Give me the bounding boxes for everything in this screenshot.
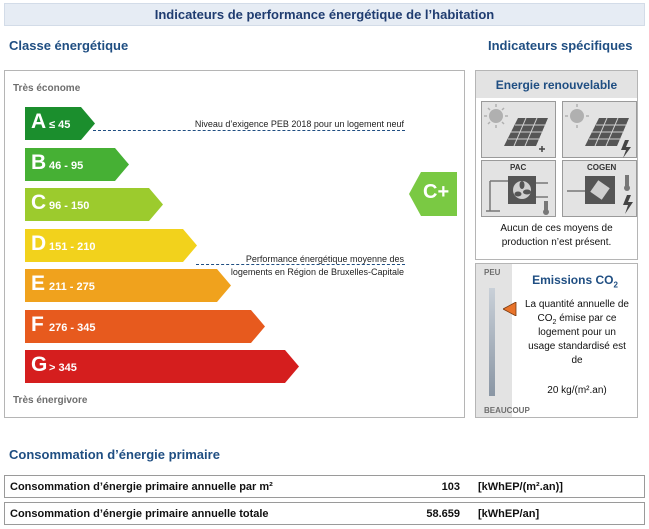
emissions-title: Emissions CO2: [532, 273, 618, 290]
consumption-label: Consommation d’énergie primaire annuelle…: [10, 508, 269, 520]
energy-class-e: E 211 - 275: [25, 269, 231, 302]
emissions-marker-icon: [502, 300, 517, 317]
energy-class-range: 211 - 275: [49, 281, 95, 293]
energy-class-d: D 151 - 210: [25, 228, 197, 262]
specific-title: Indicateurs spécifiques: [488, 38, 633, 53]
energy-class-a: A ≤ 45: [25, 107, 95, 140]
photovoltaic-icon: [562, 101, 637, 158]
top-label: Très économe: [13, 83, 81, 94]
energy-class-b: B 46 - 95: [25, 147, 129, 181]
consumption-unit: [kWhEP/an]: [478, 508, 540, 520]
energy-class-letter: F: [31, 312, 44, 336]
energy-class-letter: A: [31, 110, 47, 133]
current-class-marker: C+: [409, 172, 457, 216]
energy-class-letter: G: [31, 353, 48, 376]
current-class-label: C+: [423, 181, 450, 203]
classe-title: Classe énergétique: [9, 38, 129, 53]
cogen-label: COGEN: [587, 163, 617, 172]
energy-class-letter: D: [31, 231, 47, 255]
consumption-unit: [kWhEP/(m².an)]: [478, 481, 563, 493]
scale-top-label: PEU: [484, 268, 501, 277]
peb-line: [93, 130, 405, 131]
renewable-text-line1: Aucun de ces moyens de: [500, 223, 613, 234]
consumption-value: 58.659: [426, 508, 460, 520]
pac-label: PAC: [510, 163, 527, 172]
renewable-header-bg: [476, 71, 637, 98]
scale-bottom-label: BEAUCOUP: [484, 406, 530, 415]
emissions-text-line4: usage standardisé est: [528, 341, 626, 352]
consumption-label: Consommation d’énergie primaire annuelle…: [10, 481, 273, 493]
energy-class-range: 96 - 150: [49, 200, 90, 212]
consumption-title: Consommation d’énergie primaire: [9, 447, 220, 462]
page-banner-title: Indicateurs de performance énergétique d…: [4, 3, 645, 26]
bottom-label: Très énergivore: [13, 395, 88, 406]
energy-class-letter: B: [31, 150, 47, 174]
heat-pump-icon: PAC: [481, 160, 556, 217]
emissions-value: 20 kg/(m².an): [547, 385, 607, 396]
consumption-value: 103: [441, 481, 460, 493]
energy-class-letter: C: [31, 191, 47, 214]
energy-class-c: C 96 - 150: [25, 188, 163, 221]
renewable-text-line2: production n’est présent.: [501, 237, 612, 248]
consumption-row-per-m2: Consommation d’énergie primaire annuelle…: [4, 475, 645, 498]
emissions-scale-bar: [489, 288, 495, 396]
avg-note-line1: Performance énergétique moyenne des: [245, 254, 404, 264]
peb-note: Niveau d’exigence PEB 2018 pour un logem…: [194, 119, 404, 129]
energy-class-range: 46 - 95: [49, 159, 84, 172]
renewable-title: Energie renouvelable: [495, 78, 618, 92]
energy-class-g: G > 345: [25, 350, 299, 383]
energy-class-range: 276 - 345: [49, 321, 96, 334]
emissions-text-line2: CO2 émise par ce: [537, 313, 617, 326]
avg-line: [196, 264, 405, 265]
consumption-row-total: Consommation d’énergie primaire annuelle…: [4, 502, 645, 525]
emissions-text-line3: logement pour un: [538, 327, 616, 338]
energy-class-range: ≤ 45: [49, 119, 71, 131]
energy-class-range: > 345: [49, 362, 77, 374]
cogeneration-icon: COGEN: [562, 160, 637, 217]
energy-class-letter: E: [31, 272, 46, 295]
energy-class-f: F 276 - 345: [25, 309, 265, 343]
energy-class-range: 151 - 210: [49, 240, 96, 253]
solar-thermal-icon: [481, 101, 556, 158]
avg-note-line2: logements en Région de Bruxelles-Capital…: [230, 267, 404, 277]
emissions-text-line5: de: [571, 355, 583, 366]
emissions-text-line1: La quantité annuelle de: [525, 299, 629, 310]
